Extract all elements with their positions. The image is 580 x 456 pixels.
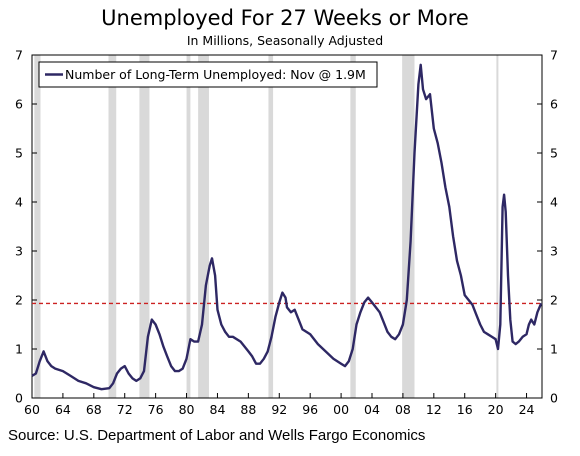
- x-tick-label-96: 96: [302, 402, 318, 417]
- y-tick-label-left-2: 2: [15, 293, 23, 308]
- recession-band-6: [350, 55, 356, 398]
- x-tick-label-72: 72: [117, 402, 133, 417]
- y-tick-label-left-3: 3: [15, 244, 23, 259]
- chart-title: Unemployed For 27 Weeks or More: [101, 6, 469, 30]
- y-tick-label-right-2: 2: [550, 293, 558, 308]
- y-tick-label-right-7: 7: [550, 48, 558, 63]
- y-tick-label-right-3: 3: [550, 244, 558, 259]
- x-tick-label-92: 92: [271, 402, 287, 417]
- legend-box: [38, 61, 378, 88]
- recession-band-0: [34, 55, 41, 398]
- plot-frame: [31, 54, 543, 399]
- y-tick-label-right-1: 1: [550, 342, 558, 357]
- source-note: Source: U.S. Department of Labor and Wel…: [8, 427, 426, 444]
- y-tick-label-left-0: 0: [15, 391, 23, 406]
- x-tick-label-12: 12: [426, 402, 442, 417]
- x-tick-label-76: 76: [148, 402, 164, 417]
- series-group: [31, 63, 543, 391]
- series-line-0: [31, 63, 543, 391]
- y-tick-label-right-0: 0: [550, 391, 558, 406]
- y-tick-label-right-5: 5: [550, 146, 558, 161]
- y-tick-label-left-6: 6: [15, 97, 23, 112]
- y-tick-label-left-4: 4: [15, 195, 23, 210]
- x-tick-label-60: 60: [24, 402, 40, 417]
- x-tick-label-16: 16: [457, 402, 473, 417]
- recession-band-5: [268, 55, 274, 398]
- recession-band-2: [139, 55, 150, 398]
- x-tick-label-20: 20: [488, 402, 504, 417]
- legend: Number of Long-Term Unemployed: Nov @ 1.…: [38, 61, 378, 88]
- x-tick-label-04: 04: [364, 402, 380, 417]
- y-tick-label-left-5: 5: [15, 146, 23, 161]
- y-tick-label-left-1: 1: [15, 342, 23, 357]
- y-tick-label-right-6: 6: [550, 97, 558, 112]
- x-tick-label-68: 68: [86, 402, 102, 417]
- recession-band-7: [402, 55, 415, 398]
- recession-band-1: [108, 55, 117, 398]
- recession-band-8: [496, 55, 499, 398]
- legend-label: Number of Long-Term Unemployed: Nov @ 1.…: [65, 67, 366, 82]
- x-tick-label-84: 84: [210, 402, 226, 417]
- axes: 0 01 12 23 34 45 56 67 760 64 68 72 76 80 84 88 92 96 00 04…: [15, 48, 558, 418]
- plot-border: [31, 54, 543, 399]
- x-tick-label-24: 24: [519, 402, 535, 417]
- recession-bands: [34, 55, 499, 398]
- recession-band-3: [186, 55, 191, 398]
- recession-band-4: [198, 55, 209, 398]
- x-tick-label-64: 64: [55, 402, 71, 417]
- x-tick-label-00: 00: [333, 402, 349, 417]
- x-tick-label-80: 80: [179, 402, 195, 417]
- y-tick-label-right-4: 4: [550, 195, 558, 210]
- x-tick-label-88: 88: [240, 402, 256, 417]
- y-tick-label-left-7: 7: [15, 48, 23, 63]
- x-tick-label-08: 08: [395, 402, 411, 417]
- chart-subtitle: In Millions, Seasonally Adjusted: [186, 33, 384, 48]
